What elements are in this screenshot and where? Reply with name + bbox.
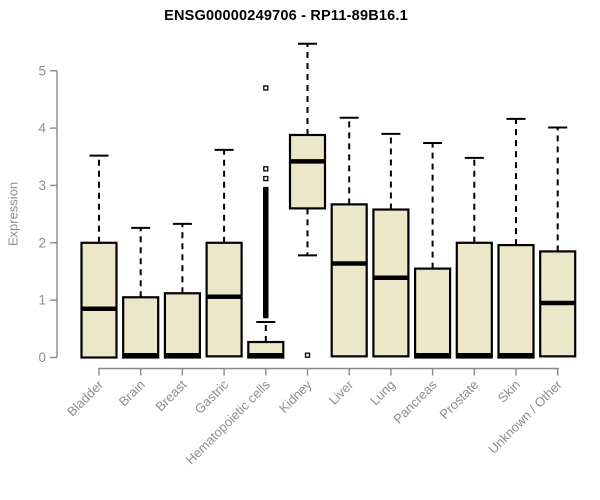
outlier-point-hematopoietic-cells [263, 166, 269, 172]
box-pancreas [414, 267, 452, 359]
box-gastric [205, 241, 243, 358]
x-category-label-breast: Breast [152, 377, 189, 414]
chart-title: ENSG00000249706 - RP11-89B16.1 [164, 8, 408, 24]
x-category-label-brain: Brain [116, 377, 148, 409]
outlier-point-kidney [304, 352, 311, 358]
outlier-band-point-hematopoietic-cells [263, 186, 269, 193]
x-category-label-gastric: Gastric [192, 377, 232, 417]
outlier-point-hematopoietic-cells [263, 175, 269, 182]
x-category-label-pancreas: Pancreas [390, 377, 440, 427]
box-liver [330, 203, 368, 358]
y-tick-label: 0 [38, 350, 46, 365]
y-tick-label: 3 [38, 178, 46, 193]
x-category-label-bladder: Bladder [64, 377, 107, 420]
y-tick-label: 4 [38, 121, 46, 136]
x-category-label-kidney: Kidney [276, 377, 315, 416]
x-category-label-prostate: Prostate [437, 377, 482, 422]
box-breast [163, 292, 201, 359]
box-brain [122, 296, 160, 359]
box-lung [372, 208, 410, 358]
box-bladder [80, 241, 118, 359]
box-skin [497, 243, 535, 359]
y-tick-label: 2 [38, 235, 46, 250]
x-category-label-lung: Lung [367, 377, 398, 408]
y-tick-label: 1 [38, 293, 46, 308]
x-category-label-liver: Liver [326, 377, 357, 408]
y-tick-label: 5 [38, 63, 46, 78]
box-prostate [455, 241, 493, 359]
x-category-label-unknown-other: Unknown / Other [485, 377, 565, 457]
x-category-label-skin: Skin [495, 377, 523, 405]
outlier-point-hematopoietic-cells [263, 85, 269, 91]
box-kidney [288, 133, 327, 210]
